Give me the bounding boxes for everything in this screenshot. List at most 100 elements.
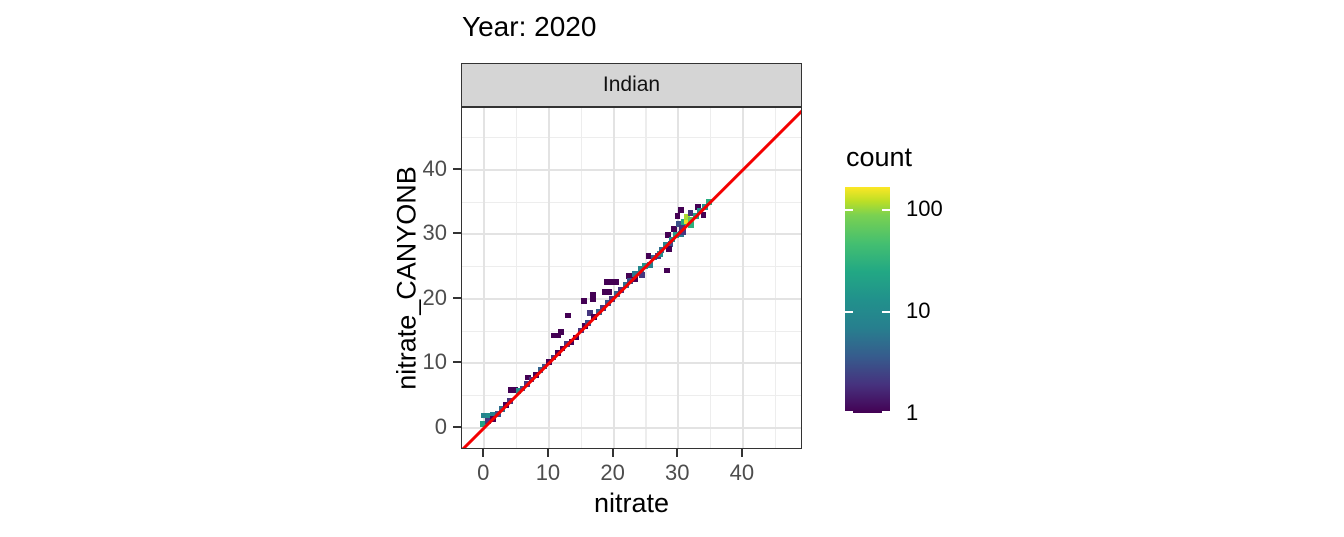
y-tick-label: 10 (422, 349, 447, 375)
bin-tile (606, 288, 612, 295)
x-tick-label: 10 (535, 460, 561, 485)
legend-tick-label: 10 (906, 298, 931, 324)
bin-tile (637, 266, 644, 273)
plot-panel (461, 107, 802, 449)
bin-tile (525, 374, 532, 381)
h-gridline-minor (462, 266, 801, 268)
y-tick-mark (453, 361, 461, 364)
bin-tile (601, 288, 608, 295)
x-tick-mark (611, 449, 614, 457)
bin-tile (700, 212, 707, 218)
bin-tile (587, 310, 594, 316)
bin-tile (507, 386, 514, 393)
bin-tile (679, 225, 685, 231)
v-gridline-major (677, 108, 680, 448)
bin-tile (687, 210, 694, 216)
x-tick-label: 0 (477, 460, 490, 485)
bin-tile (565, 312, 572, 319)
h-gridline-minor (462, 137, 801, 139)
facet-strip-label: Indian (602, 73, 661, 96)
legend-tick-mark (845, 209, 853, 211)
bin-tile (613, 279, 620, 285)
bin-tile (674, 212, 681, 219)
bin-tile (580, 298, 587, 305)
y-tick-mark (453, 167, 461, 170)
v-gridline-minor (645, 108, 647, 448)
bin-tile (558, 328, 565, 335)
bin-tile (694, 204, 701, 211)
legend-colorbar (845, 187, 890, 413)
h-gridline-minor (462, 395, 801, 397)
x-tick-mark (546, 449, 549, 457)
h-gridline-major (462, 233, 801, 236)
h-gridline-major (462, 168, 801, 171)
v-gridline-minor (710, 108, 712, 448)
legend-tick-mark (882, 209, 890, 211)
legend-tick-label: 1 (906, 400, 919, 425)
facet-strip: Indian (461, 63, 802, 107)
bin-tile (590, 292, 596, 298)
legend-tick-label: 100 (906, 196, 943, 222)
h-gridline-minor (462, 330, 801, 332)
bin-tile (480, 420, 486, 427)
x-tick-label: 20 (600, 460, 625, 485)
bin-tile (485, 412, 492, 419)
legend-tick-mark (882, 411, 890, 413)
bin-tile (666, 246, 673, 253)
bin-tile (683, 218, 690, 225)
x-tick-mark (740, 449, 743, 457)
v-gridline-major (612, 108, 615, 448)
bin-tile (608, 279, 615, 285)
h-gridline-major (462, 362, 801, 365)
legend-title: count (846, 142, 913, 172)
v-gridline-minor (516, 108, 518, 448)
bin-tile (639, 272, 645, 278)
bin-tile (677, 206, 684, 213)
legend-tick-mark (882, 311, 890, 313)
v-gridline-major (483, 108, 486, 448)
legend-tick-mark (845, 411, 853, 413)
bin-tile (675, 221, 682, 227)
bin-tile (683, 214, 690, 220)
bin-tile (688, 221, 695, 228)
y-tick-mark (453, 232, 461, 235)
h-gridline-major (462, 426, 801, 429)
h-gridline-major (462, 297, 801, 300)
bin-tile (481, 412, 488, 419)
legend-tick-mark (845, 311, 853, 313)
h-gridline-minor (462, 201, 801, 203)
identity-line-path (462, 109, 801, 448)
v-gridline-major (741, 108, 744, 448)
y-tick-label: 40 (422, 155, 447, 181)
bin-tile (590, 296, 596, 303)
bin-tile (604, 279, 611, 285)
plot-title: Year: 2020 (462, 11, 597, 42)
bin-tile (645, 253, 652, 260)
bin-tile (515, 388, 522, 394)
y-tick-mark (453, 296, 461, 299)
bin-tile (626, 273, 632, 280)
v-gridline-major (547, 108, 550, 448)
bin-tile (485, 418, 492, 425)
x-tick-mark (482, 449, 485, 457)
bin-tile (550, 332, 557, 339)
bin-tile (671, 226, 678, 233)
v-gridline-minor (774, 108, 776, 448)
bin-tile (490, 411, 497, 418)
bin-tile (664, 232, 671, 238)
y-axis-title: nitrate_CANYONB (391, 166, 422, 390)
x-tick-label: 40 (729, 460, 755, 485)
bin-tile (664, 267, 671, 274)
x-tick-mark (676, 449, 679, 457)
bin-tile (555, 332, 561, 339)
bin-tile (512, 386, 519, 393)
identity-line (462, 109, 801, 448)
bin-tile (680, 219, 687, 225)
y-tick-label: 30 (422, 220, 447, 246)
x-axis-title: nitrate (593, 488, 670, 518)
y-tick-label: 0 (434, 413, 447, 439)
x-tick-label: 30 (664, 460, 690, 485)
y-tick-label: 20 (422, 284, 447, 310)
v-gridline-minor (580, 108, 583, 448)
